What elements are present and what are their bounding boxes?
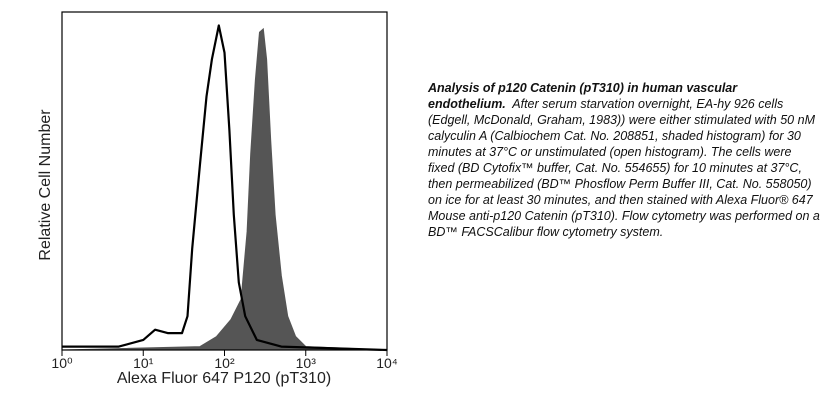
x-tick-label: 10³ [296,355,317,371]
y-axis-label: Relative Cell Number [37,109,54,261]
x-tick-label: 10¹ [133,355,154,371]
open-histogram [62,24,388,352]
x-tick-label: 10⁴ [376,355,398,371]
caption-title: Analysis of p120 Catenin (pT310) in huma… [428,81,738,111]
chart: Alexa Fluor 647 P120 (pT310) Relative Ce… [37,11,398,387]
caption-text: After serum starvation overnight, EA-hy … [428,97,820,239]
filled-histogram [61,27,388,351]
x-tick-label: 10² [214,355,235,371]
caption: Analysis of p120 Catenin (pT310) in huma… [428,80,820,240]
x-tick-label: 10⁰ [51,355,73,371]
x-axis-label: Alexa Fluor 647 P120 (pT310) [117,370,331,387]
